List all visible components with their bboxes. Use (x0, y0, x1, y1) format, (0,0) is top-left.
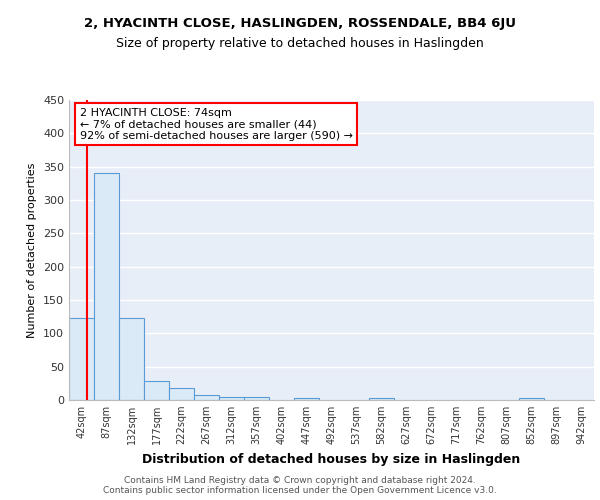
X-axis label: Distribution of detached houses by size in Haslingden: Distribution of detached houses by size … (142, 452, 521, 466)
Text: 2, HYACINTH CLOSE, HASLINGDEN, ROSSENDALE, BB4 6JU: 2, HYACINTH CLOSE, HASLINGDEN, ROSSENDAL… (84, 18, 516, 30)
Bar (169, 388, 194, 400)
Text: Contains public sector information licensed under the Open Government Licence v3: Contains public sector information licen… (103, 486, 497, 495)
Bar (69, 318, 94, 400)
Y-axis label: Number of detached properties: Number of detached properties (28, 162, 37, 338)
Text: 2 HYACINTH CLOSE: 74sqm
← 7% of detached houses are smaller (44)
92% of semi-det: 2 HYACINTH CLOSE: 74sqm ← 7% of detached… (79, 108, 353, 140)
Bar (144, 382, 169, 400)
Bar (244, 398, 269, 400)
Bar (519, 398, 544, 400)
Bar (194, 394, 219, 400)
Bar (369, 398, 394, 400)
Text: Contains HM Land Registry data © Crown copyright and database right 2024.: Contains HM Land Registry data © Crown c… (124, 476, 476, 485)
Bar (94, 174, 119, 400)
Bar (219, 396, 244, 400)
Bar (294, 398, 319, 400)
Text: Size of property relative to detached houses in Haslingden: Size of property relative to detached ho… (116, 38, 484, 51)
Bar (119, 318, 144, 400)
